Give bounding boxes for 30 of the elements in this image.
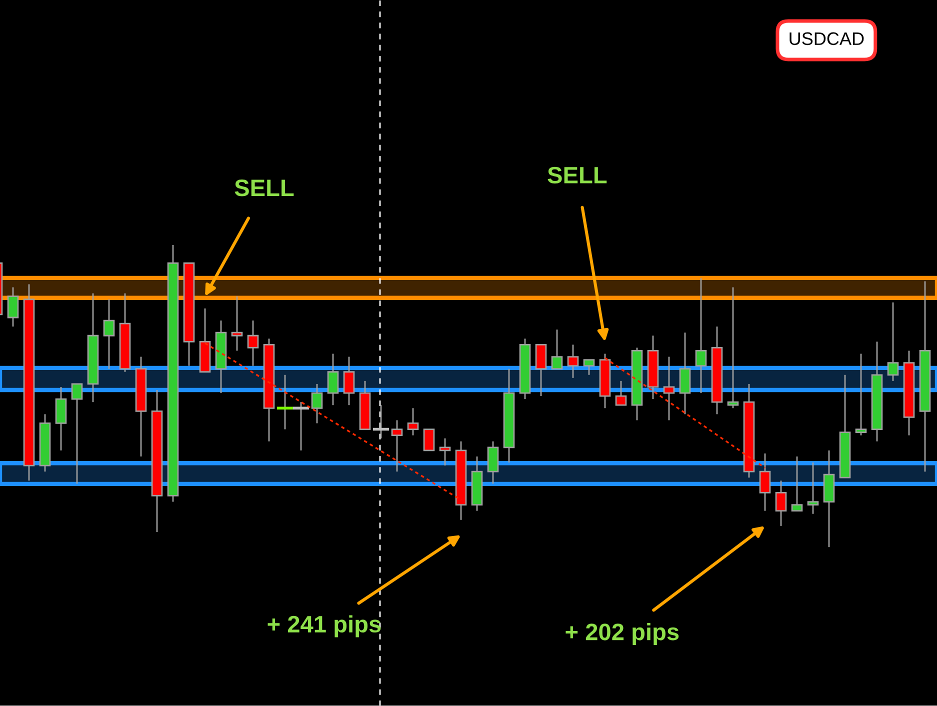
text: SELL xyxy=(548,166,607,184)
candlestick xyxy=(327,353,339,406)
candlestick xyxy=(103,298,115,370)
chart-title: USDCAD xyxy=(790,32,864,46)
candlestick xyxy=(391,420,403,472)
candlestick xyxy=(247,320,259,367)
candlestick xyxy=(695,278,707,394)
candlestick xyxy=(759,452,771,512)
text: + 241 pips xyxy=(268,615,381,638)
text: + 202 pips xyxy=(566,622,679,645)
candlestick xyxy=(567,344,579,379)
candlestick xyxy=(231,296,243,352)
candlestick xyxy=(727,286,739,409)
candlestick xyxy=(343,356,355,406)
candlestick xyxy=(7,286,19,328)
candlestick xyxy=(551,328,563,370)
candlestick xyxy=(807,462,819,515)
candlestick xyxy=(791,456,803,512)
candlestick xyxy=(439,438,451,466)
candlestick xyxy=(311,383,323,424)
candlestick xyxy=(615,380,627,406)
candlestick xyxy=(583,359,595,376)
candlestick xyxy=(71,383,83,484)
candlestick xyxy=(887,302,899,382)
text: SELL xyxy=(234,180,294,196)
candlestick xyxy=(407,407,419,436)
candlestick xyxy=(663,356,675,421)
candlestick xyxy=(775,480,787,527)
candlestick xyxy=(423,428,435,452)
candlestick xyxy=(855,353,867,436)
